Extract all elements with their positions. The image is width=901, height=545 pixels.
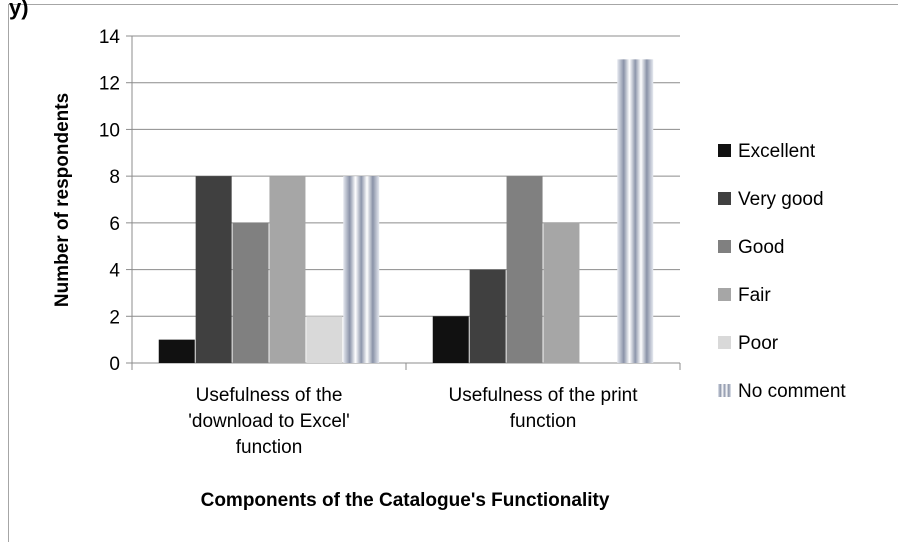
bar-poor [306,316,343,363]
legend-swatch [718,192,731,205]
bar-fair [269,176,306,363]
legend-swatch [718,384,731,397]
figure-label: y) [9,0,29,20]
bar-good [506,176,543,363]
legend-label: No comment [738,381,846,402]
x-category-label: Usefulness of the print function [448,385,638,432]
bar-very-good [469,269,506,363]
legend-label: Very good [738,189,824,210]
bar-good [232,222,269,363]
legend-label: Fair [738,285,771,306]
bar-no-comment [343,176,380,363]
legend-label: Excellent [738,141,816,162]
y-tick-label: 14 [99,27,121,48]
axes [126,35,681,370]
legend-label: Good [738,237,784,258]
legend: Excellent Very good Good Fair Poor No comment [718,141,846,402]
x-category-label: Usefulness of the'download to Excel' func… [188,385,349,458]
y-tick-label: 12 [99,74,120,95]
legend-swatch [718,240,731,253]
legend-swatch [718,288,731,301]
y-axis-label: Number of respondents [52,93,73,307]
bar-very-good [195,176,232,363]
legend-swatch [718,144,731,157]
bar-excellent [432,316,469,363]
x-axis-title: Components of the Catalogue's Functional… [201,490,610,511]
labels: Number of respondents Components of the … [52,27,638,511]
legend-label: Poor [738,333,779,354]
y-tick-label: 2 [109,307,120,328]
chart-frame: y) [8,0,898,542]
y-tick-label: 8 [109,167,120,188]
y-tick-label: 0 [109,354,120,375]
bar-no-comment [617,59,654,363]
y-tick-label: 4 [109,261,120,282]
bars [158,59,654,363]
y-tick-label: 6 [109,214,120,235]
bar-fair [543,222,580,363]
legend-swatch [718,336,731,349]
y-tick-label: 10 [99,120,120,141]
bar-excellent [158,339,195,363]
